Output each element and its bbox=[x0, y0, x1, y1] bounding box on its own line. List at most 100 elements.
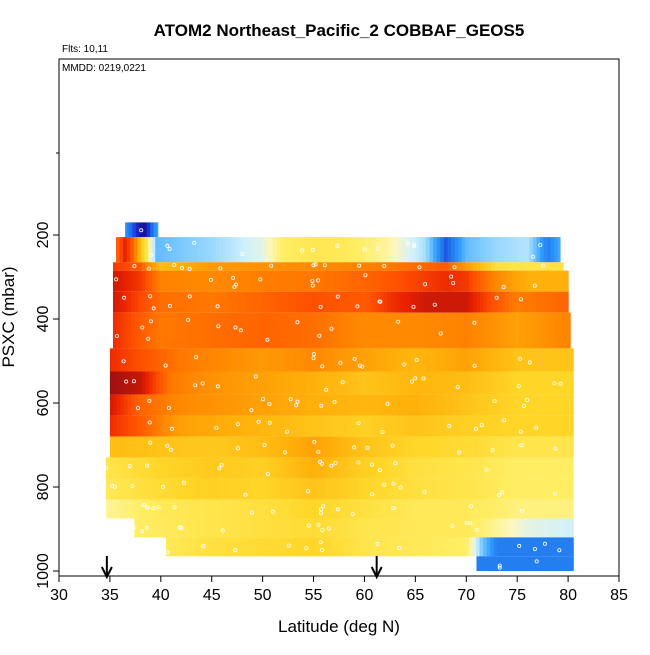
heatmap-cell-9-86 bbox=[416, 415, 421, 437]
heatmap-cell-1-108 bbox=[500, 237, 506, 263]
heatmap-cell-2-104 bbox=[483, 262, 488, 271]
heatmap-cell-5-6 bbox=[134, 312, 139, 349]
heatmap-cell-10-98 bbox=[459, 436, 464, 458]
heatmap-cell-10-13 bbox=[156, 436, 161, 458]
heatmap-cell-4-46 bbox=[276, 291, 282, 313]
observation-marker-145 bbox=[148, 440, 153, 445]
heatmap-cell-14-82 bbox=[426, 518, 431, 538]
heatmap-cell-10-81 bbox=[398, 436, 403, 458]
observation-marker-81 bbox=[163, 363, 168, 368]
heatmap-cell-15-102 bbox=[529, 537, 534, 557]
heatmap-cell-4-124 bbox=[554, 291, 560, 313]
heatmap-cell-10-109 bbox=[498, 436, 503, 458]
heatmap-cell-15-1 bbox=[169, 537, 174, 557]
heatmap-cell-4-76 bbox=[383, 291, 388, 313]
heatmap-cell-1-85 bbox=[418, 237, 424, 263]
heatmap-cell-7-53 bbox=[298, 371, 303, 395]
heatmap-cell-12-40 bbox=[248, 478, 253, 500]
heatmap-cell-4-92 bbox=[440, 291, 445, 313]
heatmap-cell-15-94 bbox=[500, 537, 506, 557]
heatmap-cell-13-127 bbox=[558, 499, 563, 519]
heatmap-cell-7-18 bbox=[174, 371, 179, 395]
heatmap-cell-14-52 bbox=[319, 518, 324, 538]
heatmap-cell-6-44 bbox=[266, 348, 271, 372]
heatmap-cell-5-25 bbox=[202, 312, 207, 349]
heatmap-cell-5-88 bbox=[426, 312, 431, 349]
heatmap-cell-15-28 bbox=[265, 537, 270, 557]
heatmap-cell-10-14 bbox=[159, 436, 164, 458]
x-tick-label-85: 85 bbox=[610, 587, 628, 604]
heatmap-cell-12-29 bbox=[209, 478, 214, 500]
heatmap-cell-11-107 bbox=[487, 457, 492, 479]
heatmap-cell-9-0 bbox=[109, 415, 115, 437]
heatmap-cell-3-123 bbox=[551, 270, 556, 292]
heatmap-cell-10-114 bbox=[516, 436, 521, 458]
heatmap-cell-1-81 bbox=[404, 237, 409, 263]
heatmap-cell-5-107 bbox=[494, 312, 499, 349]
heatmap-cell-3-86 bbox=[419, 270, 424, 292]
heatmap-cell-4-34 bbox=[234, 291, 239, 313]
heatmap-cell-3-54 bbox=[305, 270, 310, 292]
heatmap-cell-11-31 bbox=[216, 457, 221, 479]
heatmap-cell-2-9 bbox=[145, 262, 150, 271]
heatmap-cell-12-37 bbox=[237, 478, 242, 500]
heatmap-cell-5-61 bbox=[330, 312, 335, 349]
heatmap-cell-9-96 bbox=[452, 415, 457, 437]
observation-marker-42 bbox=[208, 277, 213, 282]
heatmap-cell-4-66 bbox=[348, 291, 353, 313]
heatmap-cell-5-26 bbox=[205, 312, 210, 349]
heatmap-cell-7-100 bbox=[466, 371, 471, 395]
plot-frame bbox=[58, 58, 620, 577]
heatmap-cell-2-112 bbox=[512, 262, 517, 271]
heatmap-cell-7-38 bbox=[245, 371, 250, 395]
heatmap-cell-2-58 bbox=[319, 262, 324, 271]
heatmap-cell-12-72 bbox=[362, 478, 367, 500]
heatmap-cell-9-110 bbox=[501, 415, 507, 437]
heatmap-cell-2-15 bbox=[166, 262, 171, 271]
heatmap-cell-8-4 bbox=[124, 394, 129, 416]
heatmap-cell-6-78 bbox=[387, 348, 393, 372]
heatmap-cell-15-66 bbox=[401, 537, 406, 557]
heatmap-cell-3-89 bbox=[430, 270, 435, 292]
heatmap-cell-12-19 bbox=[173, 478, 178, 500]
heatmap-cell-4-33 bbox=[230, 291, 235, 313]
heatmap-cell-6-46 bbox=[273, 348, 278, 372]
heatmap-cell-12-80 bbox=[390, 478, 396, 500]
heatmap-cell-1-48 bbox=[287, 237, 292, 263]
heatmap-cell-9-57 bbox=[313, 415, 318, 437]
heatmap-cell-3-77 bbox=[387, 270, 392, 292]
heatmap-cell-11-30 bbox=[212, 457, 217, 479]
heatmap-cell-0-1 bbox=[128, 222, 133, 238]
heatmap-cell-7-32 bbox=[223, 371, 229, 395]
heatmap-cell-13-28 bbox=[205, 499, 210, 519]
heatmap-cell-4-83 bbox=[408, 291, 413, 313]
heatmap-cell-2-68 bbox=[355, 262, 360, 271]
heatmap-cell-14-50 bbox=[312, 518, 317, 538]
heatmap-cell-1-91 bbox=[440, 237, 445, 263]
heatmap-cell-5-8 bbox=[141, 312, 146, 349]
heatmap-cell-3-52 bbox=[298, 270, 303, 292]
observation-marker-53 bbox=[432, 302, 437, 307]
heatmap-cell-11-13 bbox=[152, 457, 157, 479]
heatmap-cell-12-100 bbox=[462, 478, 467, 500]
observation-marker-190 bbox=[520, 508, 525, 513]
heatmap-cell-1-19 bbox=[183, 237, 188, 263]
heatmap-cell-6-117 bbox=[526, 348, 532, 372]
heatmap-cell-10-60 bbox=[323, 436, 328, 458]
observation-marker-22 bbox=[218, 266, 223, 271]
heatmap-cell-7-74 bbox=[373, 371, 378, 395]
heatmap-cell-2-88 bbox=[426, 262, 431, 271]
heatmap-cell-12-109 bbox=[494, 478, 499, 500]
heatmap-cell-12-88 bbox=[419, 478, 424, 500]
heatmap-cell-9-123 bbox=[548, 415, 553, 437]
heatmap-cell-8-83 bbox=[405, 394, 410, 416]
heatmap-cell-4-89 bbox=[430, 291, 435, 313]
heatmap-cell-5-114 bbox=[519, 312, 524, 349]
heatmap-cell-12-5 bbox=[123, 478, 128, 500]
heatmap-cell-15-53 bbox=[354, 537, 359, 557]
heatmap-cell-9-84 bbox=[409, 415, 414, 437]
heatmap-cell-9-18 bbox=[174, 415, 179, 437]
heatmap-cell-16-13 bbox=[522, 556, 527, 571]
heatmap-cell-13-46 bbox=[269, 499, 274, 519]
heatmap-cell-15-7 bbox=[190, 537, 196, 557]
